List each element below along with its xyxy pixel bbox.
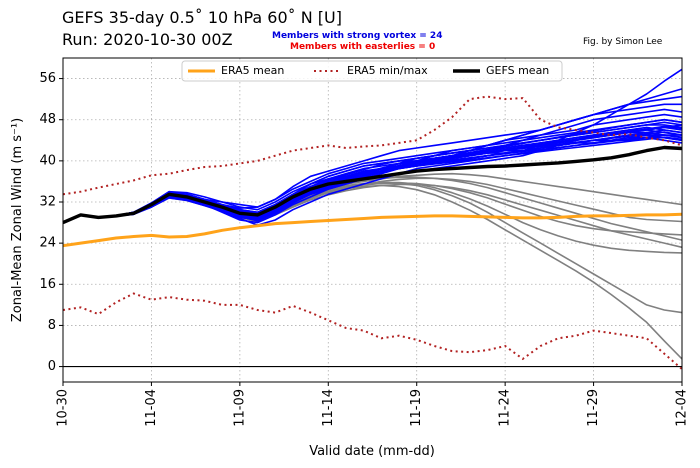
x-axis-label: Valid date (mm-dd) — [309, 444, 435, 459]
x-tick-label: 12-04 — [675, 389, 690, 427]
era5-mean-line — [62, 212, 683, 248]
x-tick-label: 10-30 — [56, 389, 71, 427]
x-tick-group: 10-30 11-04 11-09 11-14 11-19 11-24 11-29 12-04 — [56, 382, 690, 427]
era5-min-line — [62, 292, 683, 370]
y-tick-label: 40 — [39, 153, 56, 168]
plot-area — [63, 58, 682, 382]
legend-box — [181, 60, 563, 82]
y-tick-group: 0 8 16 24 32 40 48 56 — [39, 71, 63, 374]
y-tick-label: 32 — [39, 195, 56, 210]
y-tick-label: 8 — [48, 318, 56, 333]
legend-label: ERA5 min/max — [347, 64, 428, 77]
chart-subtitle: Run: 2020-10-30 00Z — [62, 30, 233, 49]
legend-label: GEFS mean — [486, 64, 549, 77]
y-tick-label: 56 — [39, 71, 56, 86]
gefs-mean-group — [62, 145, 683, 225]
y-tick-label: 0 — [48, 359, 56, 374]
x-tick-label: 11-29 — [586, 389, 601, 427]
y-axis-label: Zonal-Mean Zonal Wind (m s⁻¹) — [10, 118, 25, 322]
plot-frame — [62, 57, 683, 383]
y-tick-label: 48 — [39, 112, 56, 127]
easterlies-note: Members with easterlies = 0 — [290, 42, 436, 52]
era5-group — [62, 95, 683, 370]
x-tick-label: 11-09 — [232, 389, 247, 427]
x-tick-label: 11-04 — [144, 389, 159, 427]
gefs-mean-line — [62, 145, 683, 225]
x-tick-label: 11-14 — [321, 389, 336, 427]
x-tick-label: 11-24 — [498, 389, 513, 427]
x-tick-label: 11-19 — [409, 389, 424, 427]
legend-label: ERA5 mean — [221, 64, 284, 77]
figure-credit: Fig. by Simon Lee — [583, 37, 663, 47]
chart-title: GEFS 35-day 0.5˚ 10 hPa 60˚ N [U] — [62, 8, 342, 27]
y-tick-label: 24 — [39, 236, 56, 251]
strong-vortex-note: Members with strong vortex = 24 — [272, 31, 443, 41]
era5-max-line — [62, 95, 683, 196]
y-tick-label: 16 — [39, 277, 56, 292]
legend: ERA5 mean ERA5 min/max GEFS mean — [181, 60, 563, 82]
